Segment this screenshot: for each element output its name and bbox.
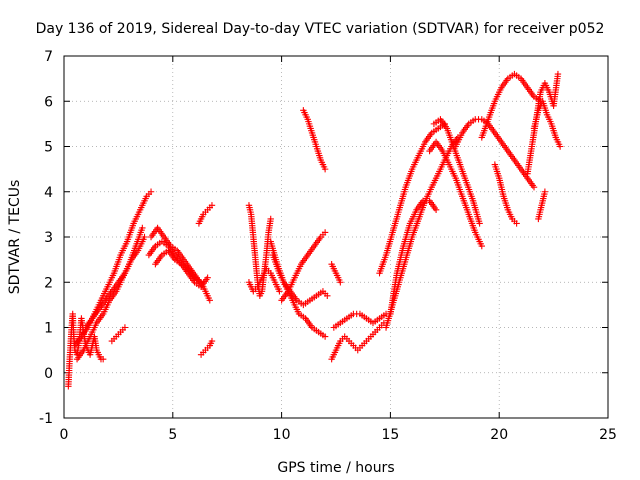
data-point bbox=[321, 229, 329, 236]
y-tick-label: 4 bbox=[44, 185, 53, 201]
data-point bbox=[147, 188, 155, 195]
x-tick-label: 0 bbox=[60, 427, 69, 443]
data-point bbox=[530, 184, 538, 191]
data-point bbox=[321, 165, 329, 173]
data-point bbox=[554, 70, 562, 78]
x-tick-label: 20 bbox=[490, 427, 508, 443]
y-tick-label: 2 bbox=[44, 275, 53, 291]
data-point bbox=[197, 279, 205, 286]
x-tick-label: 5 bbox=[168, 427, 177, 443]
data-point bbox=[476, 220, 483, 227]
data-point bbox=[267, 215, 274, 223]
y-tick-label: 0 bbox=[44, 366, 53, 382]
data-point bbox=[432, 206, 440, 214]
data-point bbox=[478, 242, 485, 250]
data-point bbox=[513, 220, 520, 227]
data-point bbox=[276, 288, 283, 295]
data-points bbox=[65, 70, 564, 390]
y-tick-label: 5 bbox=[44, 140, 53, 156]
data-point bbox=[141, 233, 148, 241]
y-tick-label: 1 bbox=[44, 321, 53, 337]
chart-title: Day 136 of 2019, Sidereal Day-to-day VTE… bbox=[36, 21, 605, 37]
y-tick-label: 6 bbox=[44, 94, 53, 110]
y-axis-label: SDTVAR / TECUs bbox=[7, 180, 23, 295]
data-point bbox=[208, 202, 216, 209]
y-tick-label: 7 bbox=[44, 49, 53, 65]
plot-frame bbox=[63, 55, 609, 419]
data-point bbox=[324, 292, 331, 300]
data-point bbox=[208, 337, 216, 345]
x-tick-label: 15 bbox=[381, 427, 399, 443]
data-point bbox=[321, 333, 329, 340]
data-point bbox=[556, 143, 564, 150]
data-point bbox=[139, 224, 146, 232]
x-axis-label: GPS time / hours bbox=[277, 460, 394, 476]
y-tick-label: 3 bbox=[44, 230, 53, 246]
data-point bbox=[204, 274, 211, 281]
x-tick-label: 25 bbox=[599, 427, 617, 443]
y-tick-label: -1 bbox=[39, 411, 53, 427]
data-point bbox=[337, 279, 344, 286]
data-point bbox=[541, 188, 549, 195]
data-point bbox=[206, 297, 213, 304]
data-point bbox=[121, 324, 129, 331]
ticks: 0 5 10 15 20 25 -1 0 1 2 3 4 5 6 7 bbox=[39, 49, 617, 443]
data-point bbox=[99, 355, 107, 363]
x-tick-label: 10 bbox=[273, 427, 291, 443]
